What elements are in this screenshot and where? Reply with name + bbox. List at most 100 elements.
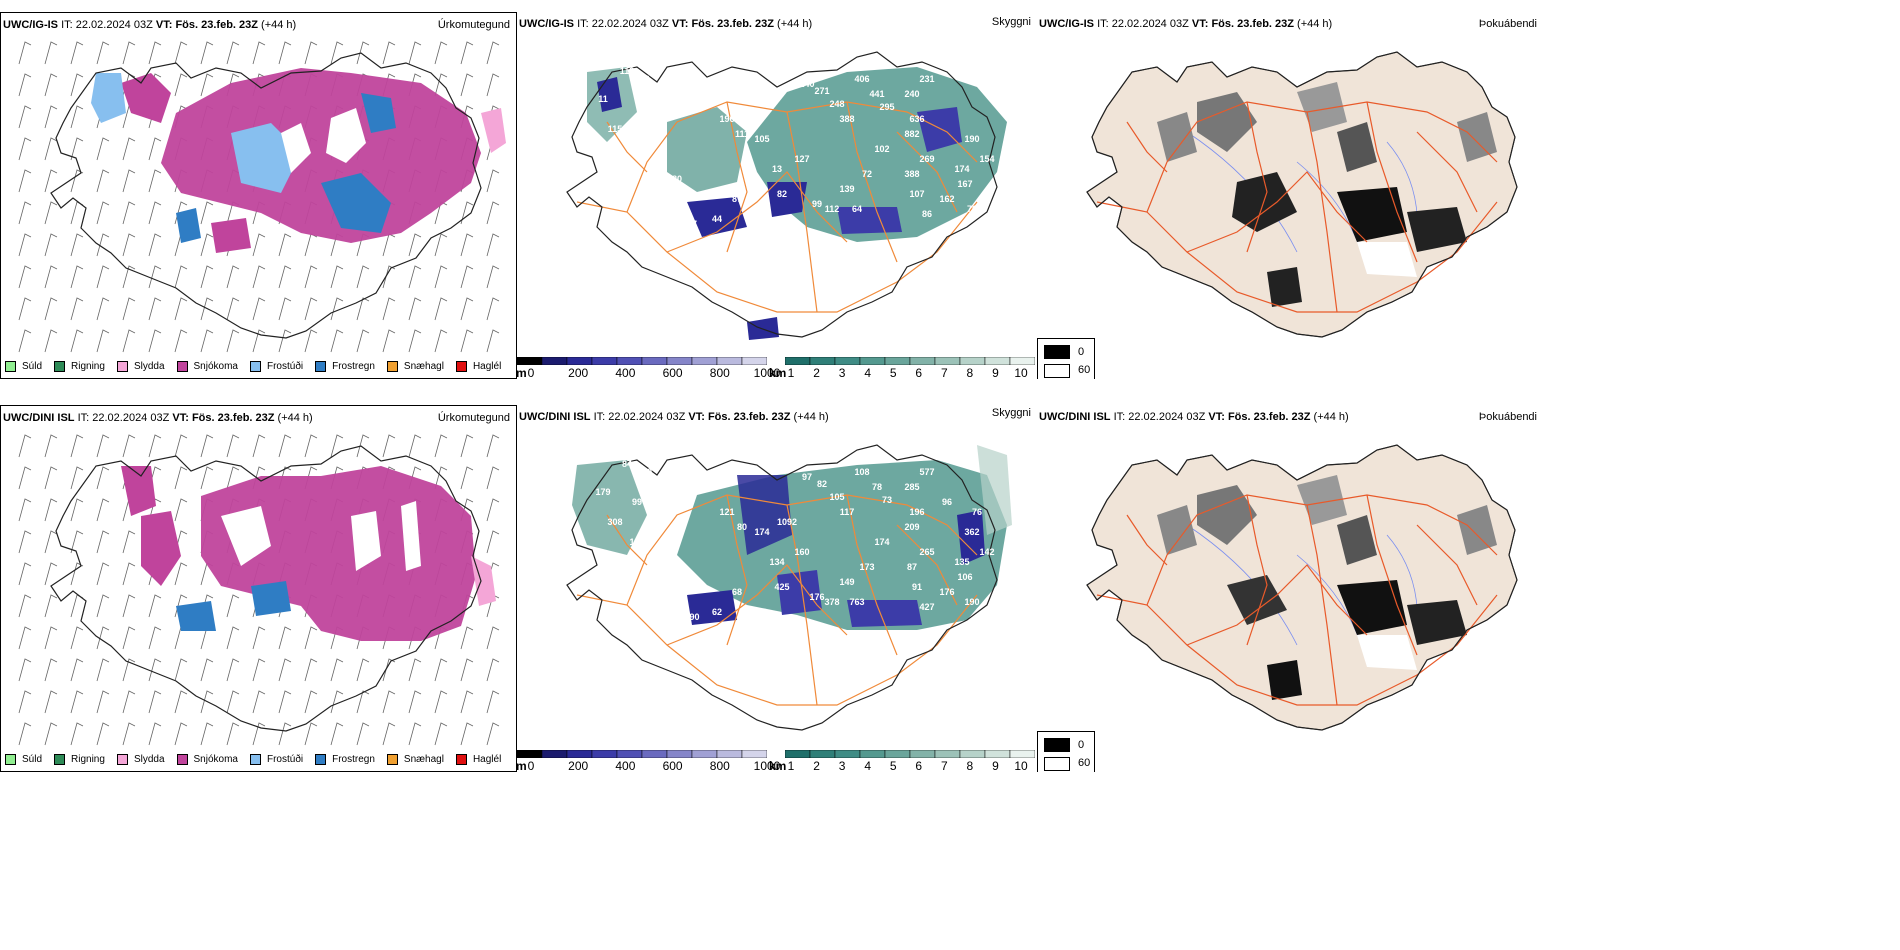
panel-header: UWC/IG-IS IT: 22.02.2024 03Z VT: Fös. 23… <box>3 17 512 33</box>
wind-barb <box>486 329 500 353</box>
wind-barb <box>148 297 162 321</box>
colorbar-tick-label: 8 <box>966 759 974 772</box>
wind-barb <box>200 434 214 458</box>
colorbar-segment <box>959 357 986 365</box>
panel-header: UWC/DINI ISL IT: 22.02.2024 03Z VT: Fös.… <box>519 407 1033 425</box>
colorbar-segment <box>884 357 911 365</box>
wind-barb <box>70 233 84 257</box>
wind-barb <box>304 41 318 65</box>
wind-barb <box>408 265 422 289</box>
colorbar-segment <box>616 357 643 365</box>
colorbar-segment <box>859 750 886 758</box>
ptype-legend-item: Rigning <box>54 360 105 372</box>
visibility-value-label: 406 <box>854 74 869 84</box>
model-name: UWC/IG-IS <box>519 18 574 30</box>
wind-barb <box>408 329 422 353</box>
wind-barb <box>252 722 266 746</box>
visibility-value-label: 265 <box>919 547 934 557</box>
wind-barb <box>148 594 162 618</box>
wind-barb <box>174 498 188 522</box>
wind-barb <box>44 233 58 257</box>
visibility-value-label: 107 <box>909 189 924 199</box>
wind-barb <box>200 297 214 321</box>
visibility-value-label: 116 <box>660 189 675 199</box>
wind-barb <box>252 626 266 650</box>
visibility-value-label: 425 <box>774 582 789 592</box>
visibility-value-label: 83 <box>757 214 767 224</box>
ptype-legend-item: Frostúði <box>249 753 304 765</box>
wind-barb <box>70 658 84 682</box>
fog-map-svg <box>1086 444 1518 731</box>
wind-barb <box>122 169 136 193</box>
wind-barb <box>486 265 500 289</box>
fog-legend-label-60: 60 <box>1078 364 1091 376</box>
wind-barb <box>44 594 58 618</box>
colorbar-segment <box>1009 750 1035 758</box>
visibility-value-label: 16 <box>602 452 612 462</box>
ptype-legend-label: Frostúði <box>266 360 304 372</box>
visibility-value-label: 490 <box>684 612 699 622</box>
ptype-legend-label: Frostúði <box>266 753 304 765</box>
ptype-legend-label: Rigning <box>71 753 105 765</box>
visibility-value-label: 636 <box>909 114 924 124</box>
ptype-legend-label: Frostregn <box>332 360 375 372</box>
wind-barb <box>174 73 188 97</box>
wind-barb <box>18 722 32 746</box>
wind-barb <box>356 265 370 289</box>
visibility-value-label: 295 <box>879 102 894 112</box>
colorbar-tick-label: 400 <box>615 759 636 772</box>
visibility-value-label: 388 <box>839 114 854 124</box>
ptype-legend-item: Frostúði <box>249 360 304 372</box>
wind-barb <box>18 105 32 129</box>
wind-barb <box>96 626 110 650</box>
visibility-value-label: 162 <box>939 194 954 204</box>
product-name: Úrkomutegund <box>437 412 510 424</box>
wind-barb <box>96 233 110 257</box>
colorbar-tick-label: 9 <box>992 759 999 772</box>
ptype-legend-item: Frostregn <box>315 753 375 765</box>
colorbar-segment <box>566 357 593 365</box>
ptype-legend-item: Slydda <box>116 753 165 765</box>
wind-barb <box>18 329 32 353</box>
ptype-legend-swatch <box>455 360 467 372</box>
model-name: UWC/DINI ISL <box>1039 411 1111 423</box>
wind-barb <box>122 201 136 225</box>
colorbar-segment <box>517 750 543 758</box>
wind-barb <box>486 722 500 746</box>
ptype-legend: Súld Rigning Slydda Snjókoma Frostúði Frostre… <box>5 751 513 767</box>
wind-barb <box>18 594 32 618</box>
iceland-outline <box>566 444 998 731</box>
lead-time: (+44 h) <box>261 19 297 31</box>
wind-barb <box>18 73 32 97</box>
wind-barb <box>356 690 370 714</box>
wind-barb <box>486 498 500 522</box>
panel-visibility-ig-is: UWC/IG-IS IT: 22.02.2024 03Z VT: Fös. 23… <box>517 12 1037 379</box>
wind-barb <box>174 722 188 746</box>
visibility-value-label: 174 <box>874 537 889 547</box>
wind-barb <box>148 722 162 746</box>
wind-barb <box>148 169 162 193</box>
wind-barb <box>96 594 110 618</box>
wind-barb <box>96 562 110 586</box>
height-colorbar: m 0 200 400 600 800 1000 <box>517 750 780 772</box>
visibility-value-label: 72 <box>862 169 872 179</box>
wind-barb <box>96 265 110 289</box>
wind-barb <box>278 297 292 321</box>
wind-barb <box>382 233 396 257</box>
wind-barb <box>226 722 240 746</box>
ptype-legend-label: Snjókoma <box>193 360 238 372</box>
wind-barb <box>200 466 214 490</box>
wind-barb <box>148 329 162 353</box>
ptype-legend-label: Snæhagl <box>403 360 444 372</box>
visibility-value-label: 13 <box>772 164 782 174</box>
wind-barb <box>18 466 32 490</box>
product-name: Skyggni <box>991 16 1031 28</box>
wind-barb <box>252 658 266 682</box>
visibility-value-label: 190 <box>964 597 979 607</box>
wind-barb <box>18 265 32 289</box>
vt-value: Fös. 23.feb. 23Z <box>691 18 774 30</box>
visibility-value-label: 87 <box>732 194 742 204</box>
colorbar-tick-label: 6 <box>915 366 923 379</box>
ptype-legend-swatch <box>176 753 188 765</box>
